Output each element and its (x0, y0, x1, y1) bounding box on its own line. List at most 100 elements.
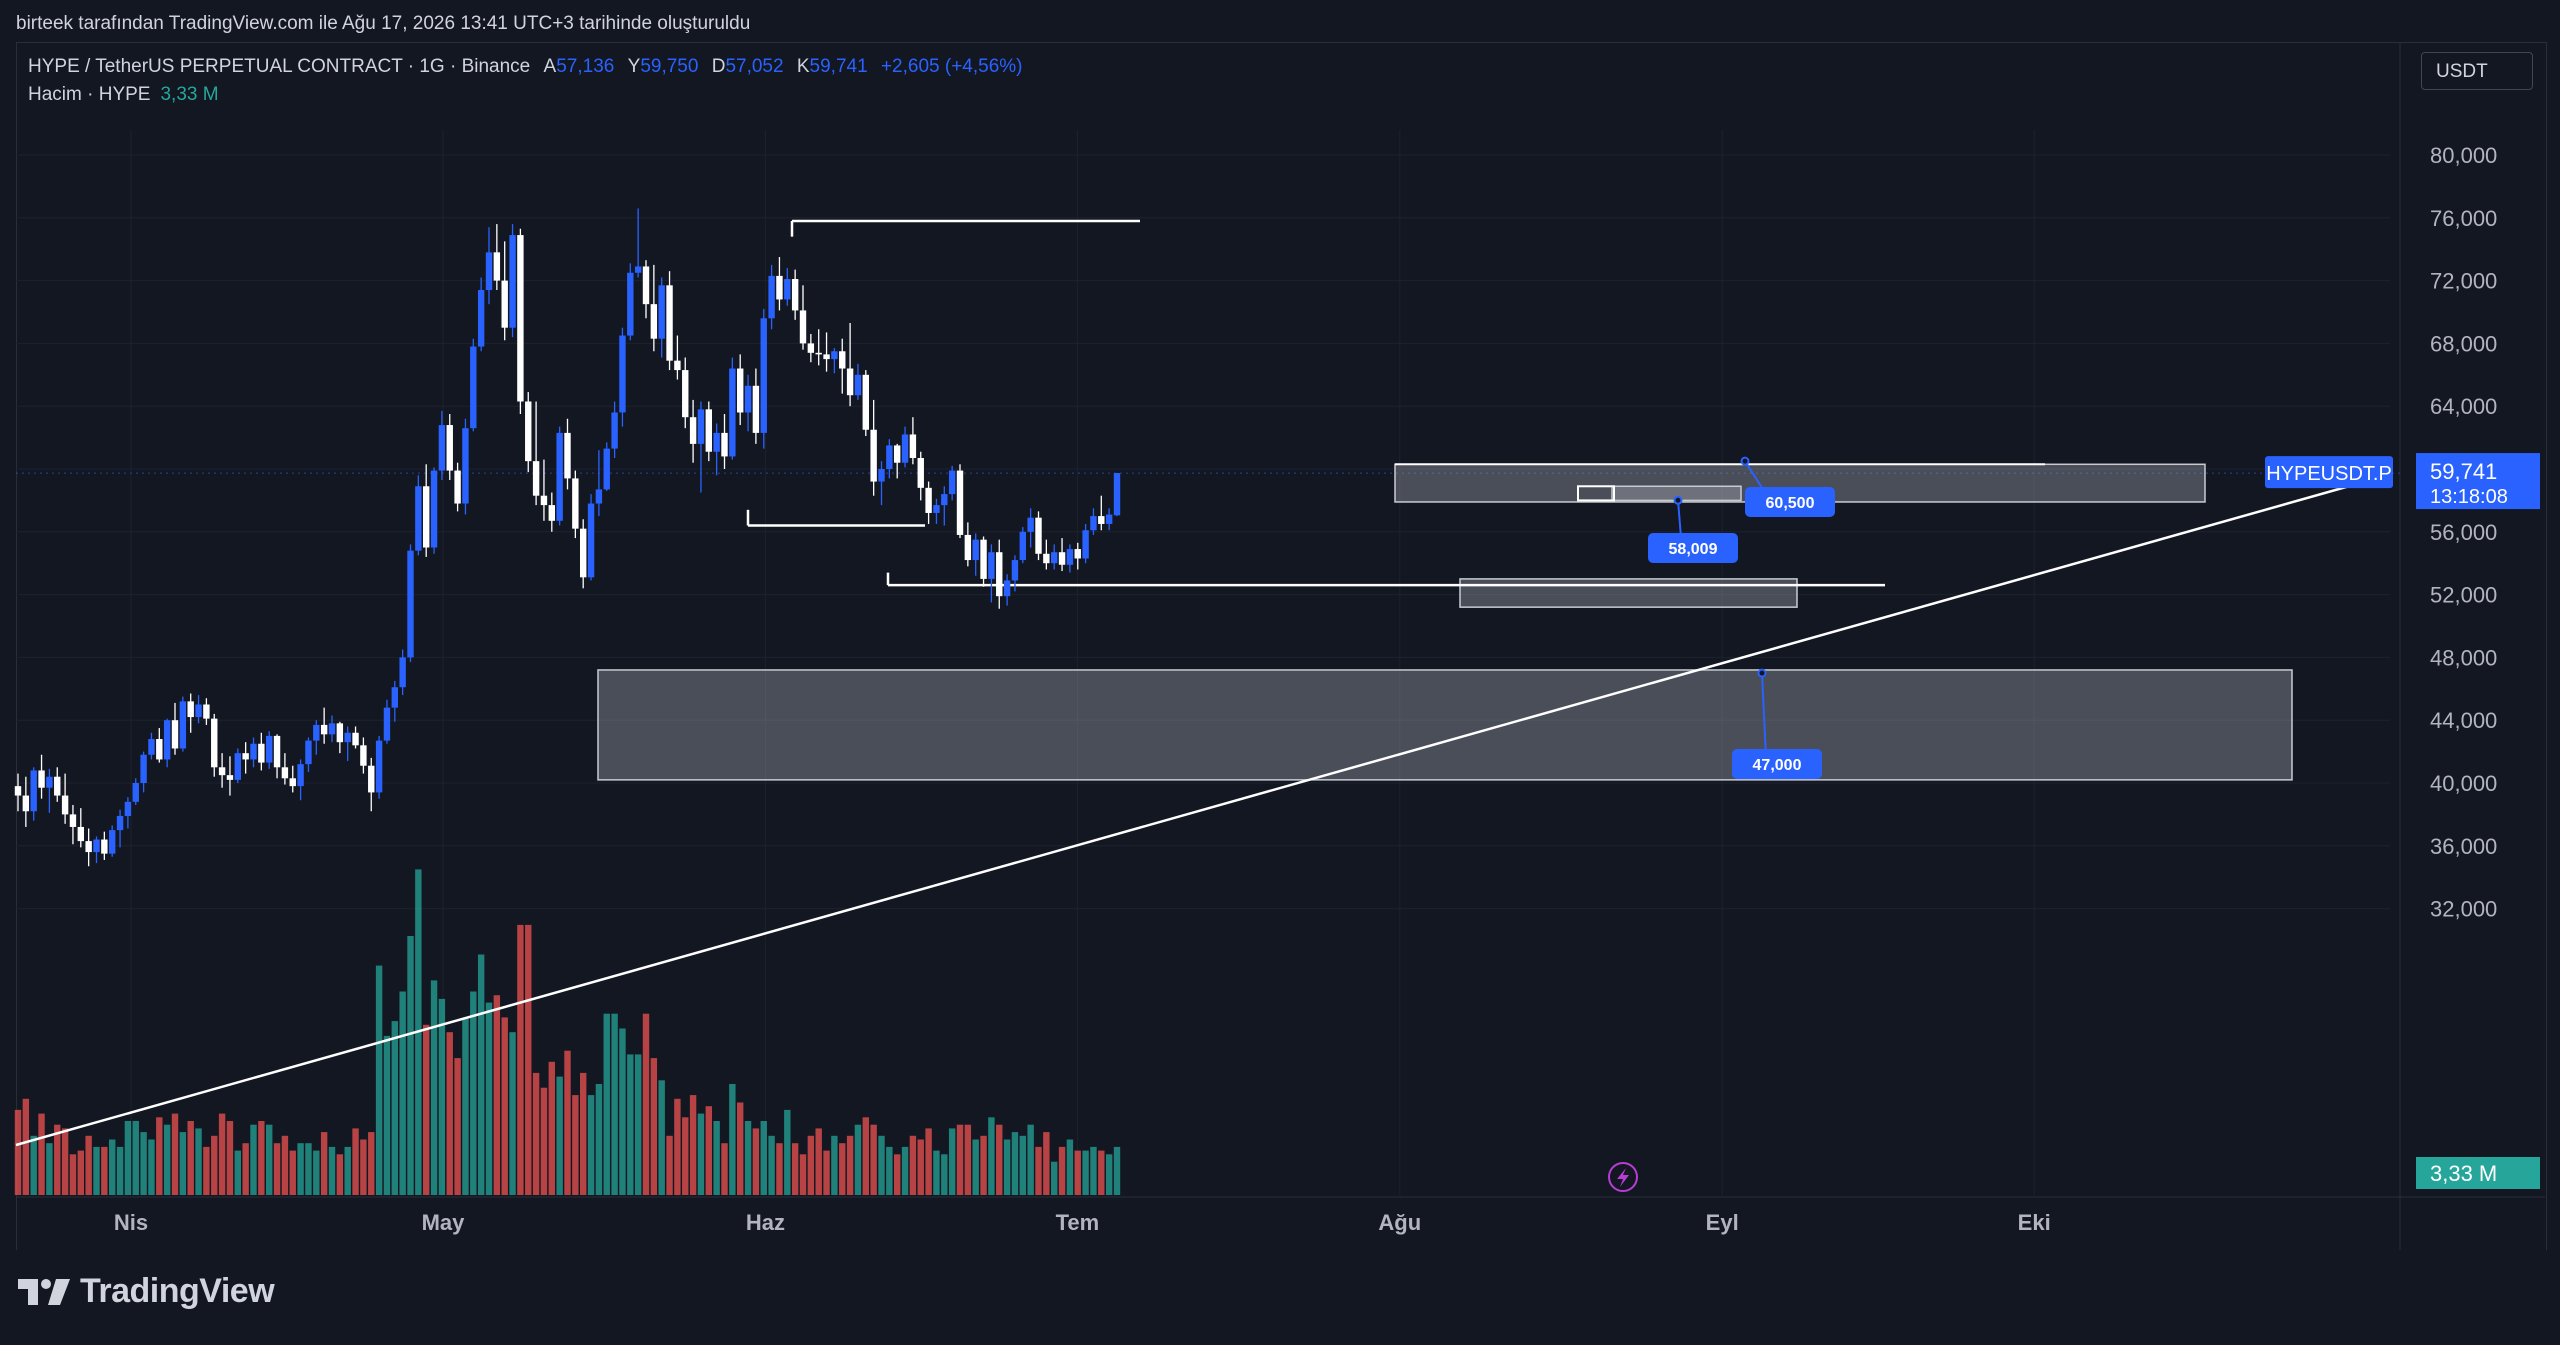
candle-body (305, 740, 312, 765)
candle-body (132, 783, 139, 802)
lower-demand-zone[interactable] (1459, 578, 1798, 608)
price-callout[interactable] (1732, 749, 1822, 779)
volume-bar (140, 1132, 147, 1195)
volume-bar (996, 1124, 1003, 1195)
candle-body (336, 723, 344, 743)
volume-bar (1082, 1150, 1089, 1195)
candle-body (438, 425, 446, 471)
volume-bar (744, 1121, 752, 1195)
volume-bar (894, 1154, 901, 1195)
volume-bar (572, 1095, 579, 1195)
volume-bar (556, 1076, 563, 1195)
support-zone[interactable] (597, 669, 2293, 781)
callout-anchor (1757, 668, 1767, 678)
candle-body (941, 494, 948, 506)
volume-bar (211, 1135, 218, 1195)
candle-body (328, 723, 336, 735)
candle-body (109, 830, 116, 854)
flash-icon[interactable] (1608, 1162, 1638, 1192)
legend-high-label: Y (627, 56, 641, 77)
volume-bar (54, 1124, 61, 1195)
candle-body (642, 266, 650, 305)
candle-body (1074, 549, 1081, 559)
candle-body (980, 539, 987, 579)
chart-frame[interactable] (16, 42, 2547, 1252)
candle-body (846, 368, 854, 396)
candle-body (477, 290, 485, 347)
candle-body (430, 470, 438, 548)
volume-bar (360, 1139, 367, 1195)
volume-bar (776, 1143, 783, 1195)
candle-body (532, 461, 540, 496)
volume-bar (713, 1121, 720, 1195)
price-callout[interactable] (1745, 487, 1835, 517)
volume-bar (509, 1032, 516, 1195)
candle-body (297, 764, 304, 787)
currency-select-button[interactable]: USDT (2421, 52, 2533, 90)
volume-bar (258, 1121, 265, 1195)
symbol-badge[interactable] (2265, 456, 2393, 489)
candle-body (737, 368, 744, 413)
price-callout-label: 60,500 (1766, 495, 1815, 512)
volume-bar (242, 1143, 249, 1195)
volume-bar (218, 1113, 226, 1195)
candle-body (1058, 552, 1066, 565)
volume-bar (1003, 1139, 1011, 1195)
candle-body (517, 235, 524, 402)
volume-bar (368, 1132, 375, 1195)
volume-bar (603, 1013, 610, 1195)
candle-body (548, 505, 555, 521)
volume-bar (948, 1128, 956, 1195)
volume-bar (917, 1139, 924, 1195)
candle-body (807, 343, 815, 353)
candle-body (870, 429, 877, 482)
candle-body (1035, 517, 1042, 554)
candle-body (368, 765, 375, 793)
y-tick-label: 68,000 (2430, 331, 2497, 356)
volume-bar (1090, 1146, 1097, 1195)
volume-bar (470, 991, 477, 1195)
candle-body (501, 280, 508, 328)
volume-bar (1043, 1132, 1050, 1195)
legend-symbol[interactable]: HYPE / TetherUS PERPETUAL CONTRACT · 1G … (28, 56, 531, 77)
candle-body (203, 704, 210, 719)
candle-body (972, 539, 979, 561)
volume-bar (839, 1143, 846, 1195)
trendline[interactable] (15, 476, 2379, 1147)
legend-open-value: 57,136 (556, 56, 615, 77)
candle-body (705, 409, 712, 452)
volume-bar (737, 1102, 744, 1195)
volume-bar (1011, 1132, 1019, 1195)
volume-bar (305, 1143, 312, 1195)
volume-bar (854, 1124, 862, 1195)
volume-bar (124, 1121, 132, 1195)
callout-anchor (1740, 456, 1750, 466)
candle-body (721, 432, 728, 457)
volume-bar (281, 1135, 289, 1195)
candle-body (470, 346, 477, 429)
tradingview-logo-text: TradingView (80, 1272, 275, 1310)
candle-body (124, 801, 132, 816)
candle-body (234, 753, 241, 780)
candle-body (760, 318, 767, 433)
tradingview-logo[interactable]: TradingView (18, 1272, 275, 1311)
volume-bar (799, 1154, 807, 1195)
candle-body (619, 335, 626, 413)
legend-volume-label[interactable]: Hacim · HYPE (28, 84, 151, 105)
y-tick-label: 48,000 (2430, 645, 2497, 670)
volume-bar (611, 1013, 618, 1195)
volume-bar (901, 1146, 909, 1195)
last-price-badge[interactable] (2416, 453, 2540, 510)
candle-body (423, 486, 430, 548)
candle-body (352, 732, 359, 746)
candle-body (156, 739, 163, 760)
candle-body (1011, 560, 1019, 581)
volume-bar (14, 1109, 22, 1195)
small-box (1577, 485, 1615, 502)
candle-body (415, 486, 422, 551)
price-callout[interactable] (1648, 533, 1738, 563)
y-tick-label: 76,000 (2430, 206, 2497, 231)
candle-body (917, 458, 924, 488)
volume-bar (634, 1054, 642, 1195)
